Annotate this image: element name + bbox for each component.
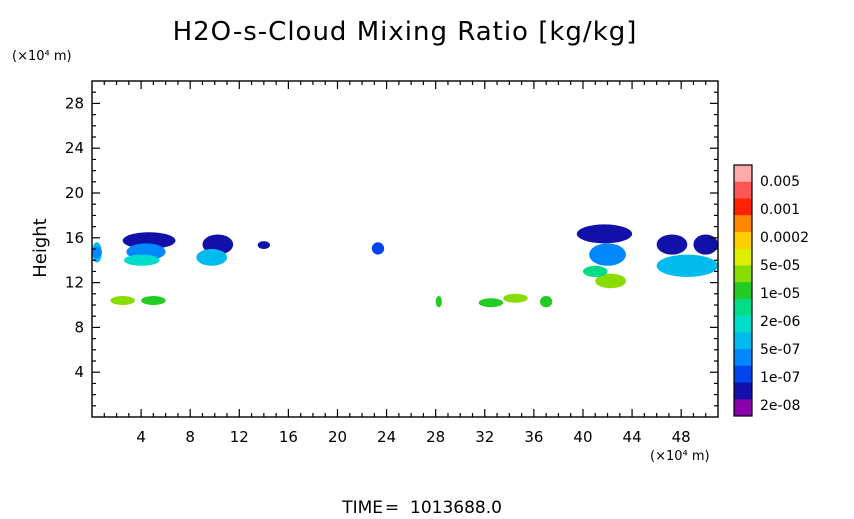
colorbar-swatch bbox=[734, 282, 752, 300]
y-tick-label: 4 bbox=[74, 363, 84, 381]
time-value: 1013688.0 bbox=[410, 498, 502, 518]
colorbar-swatch bbox=[734, 365, 752, 383]
cloud-region bbox=[656, 234, 688, 255]
y-tick-label: 12 bbox=[65, 274, 84, 292]
colorbar-label: 2e-08 bbox=[760, 398, 800, 414]
colorbar-swatch bbox=[734, 315, 752, 333]
y-axis: 4 8 12 16 20 24 28 bbox=[65, 91, 718, 407]
plot-frame bbox=[91, 80, 719, 418]
colorbar-swatch bbox=[734, 265, 752, 283]
colorbar-label: 0.005 bbox=[760, 174, 800, 190]
colorbar-swatch bbox=[734, 231, 752, 249]
cloud-region bbox=[693, 234, 718, 255]
colorbar-label: 0.001 bbox=[760, 202, 800, 218]
colorbar-swatch bbox=[734, 248, 752, 266]
x-tick-label: 16 bbox=[279, 428, 298, 446]
colorbar-frame bbox=[733, 164, 753, 417]
x-tick-label: 40 bbox=[573, 428, 592, 446]
colorbar-label: 0.0002 bbox=[760, 230, 809, 246]
cloud-region bbox=[196, 249, 228, 266]
cloud-region bbox=[371, 242, 385, 255]
x-tick-label: 36 bbox=[524, 428, 543, 446]
time-label: TIME bbox=[341, 498, 383, 518]
colorbar-label: 2e-06 bbox=[760, 314, 800, 330]
y-tick-label: 28 bbox=[65, 94, 84, 112]
colorbar-label: 5e-05 bbox=[760, 258, 800, 274]
cloud-region bbox=[141, 296, 166, 305]
y-unit-label: (×10⁴ m) bbox=[12, 49, 72, 64]
x-tick-label: 4 bbox=[136, 428, 146, 446]
cloud-region bbox=[123, 254, 160, 266]
x-tick-label: 28 bbox=[426, 428, 445, 446]
time-readout: TIME = 1013688.0 bbox=[341, 498, 502, 518]
cloud-region bbox=[435, 296, 442, 308]
colorbar-swatch bbox=[734, 298, 752, 316]
cloud-region bbox=[478, 298, 504, 308]
cloud-region bbox=[595, 273, 626, 289]
colorbar-swatch bbox=[734, 181, 752, 199]
colorbar-swatch bbox=[734, 198, 752, 216]
colorbar-swatch bbox=[734, 332, 752, 350]
x-tick-label: 24 bbox=[377, 428, 396, 446]
x-tick-label: 12 bbox=[230, 428, 249, 446]
y-tick-label: 20 bbox=[65, 184, 84, 202]
colorbar-swatch bbox=[734, 215, 752, 233]
colorbar-swatch bbox=[734, 349, 752, 367]
colorbar-label: 1e-07 bbox=[760, 370, 800, 386]
x-tick-label: 8 bbox=[185, 428, 195, 446]
x-tick-label: 44 bbox=[623, 428, 642, 446]
chart-title: H2O-s-Cloud Mixing Ratio [kg/kg] bbox=[173, 17, 638, 47]
cloud-field bbox=[92, 224, 718, 308]
cloud-region bbox=[582, 265, 608, 277]
colorbar-swatch bbox=[734, 382, 752, 400]
cloud-region bbox=[110, 296, 135, 305]
colorbar-swatch bbox=[734, 165, 752, 183]
x-tick-label: 32 bbox=[475, 428, 494, 446]
cloud-region bbox=[257, 241, 270, 249]
x-tick-label: 20 bbox=[328, 428, 347, 446]
time-equals: = bbox=[385, 498, 399, 518]
y-axis-label: Height bbox=[30, 218, 51, 278]
x-axis: 4 8 12 16 20 24 28 32 36 40 44 48 bbox=[103, 81, 707, 446]
y-tick-label: 8 bbox=[74, 318, 84, 336]
x-unit-label: (×10⁴ m) bbox=[650, 449, 710, 464]
cloud-region bbox=[503, 293, 528, 303]
colorbar-swatch bbox=[734, 399, 752, 417]
cloud-region bbox=[576, 224, 633, 244]
colorbar-label: 1e-05 bbox=[760, 286, 800, 302]
y-tick-label: 16 bbox=[65, 229, 84, 247]
cloud-region bbox=[656, 254, 718, 277]
cloud-region bbox=[540, 296, 553, 308]
cloud-region bbox=[589, 243, 626, 266]
colorbar-label: 5e-07 bbox=[760, 342, 800, 358]
x-tick-label: 48 bbox=[672, 428, 691, 446]
colorbar: 0.005 0.001 0.0002 5e-05 1e-05 2e-06 5e-07 1e-0… bbox=[733, 164, 809, 417]
y-tick-label: 24 bbox=[65, 139, 84, 157]
